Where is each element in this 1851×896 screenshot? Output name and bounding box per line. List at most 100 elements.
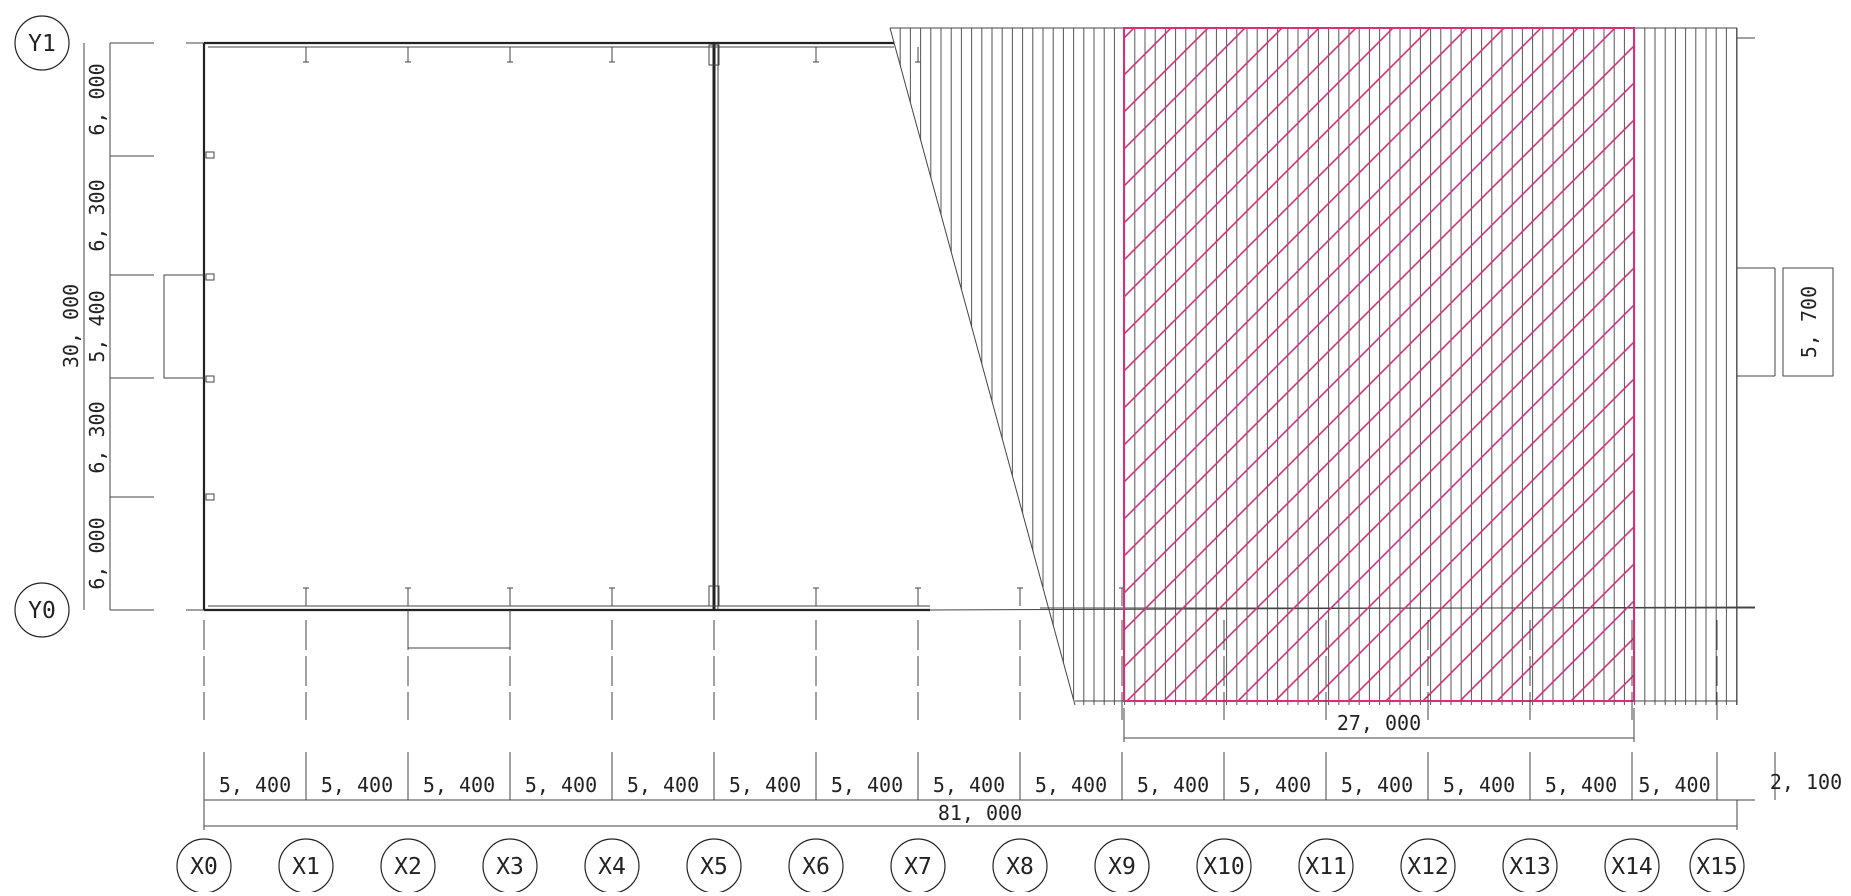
bottom-dimension-lines	[204, 708, 1755, 827]
svg-text:X1: X1	[292, 854, 320, 880]
grid-bubble-x15: X15	[1689, 838, 1745, 894]
svg-text:X10: X10	[1203, 854, 1245, 880]
pink-hatch-line	[1124, 81, 1634, 595]
grid-bubble-x2: X2	[380, 838, 436, 894]
grid-bubble-x5: X5	[686, 838, 742, 894]
pink-hatch-line	[1385, 451, 1634, 701]
pink-hatch-line	[1124, 28, 1580, 484]
pink-hatch-line	[1124, 28, 1432, 336]
bay-dimension-label: 5, 400	[1035, 773, 1107, 797]
grid-bubble-x14: X14	[1604, 838, 1660, 894]
highlighted-zone	[424, 1, 1851, 701]
svg-text:X7: X7	[904, 854, 932, 880]
bay-dimension-label: 5, 400	[219, 773, 291, 797]
building-outline	[163, 41, 1125, 649]
grid-lines-x	[203, 620, 1718, 720]
bay-dimension-label: 5, 400	[1239, 773, 1311, 797]
svg-text:Y1: Y1	[28, 31, 56, 57]
grid-bubble-y0: Y0	[14, 582, 70, 638]
grid-bubble-x6: X6	[788, 838, 844, 894]
grid-bubble-x3: X3	[482, 838, 538, 894]
pink-hatch-line	[1124, 28, 1136, 40]
svg-text:X13: X13	[1509, 854, 1551, 880]
pink-hatch-line	[1124, 28, 1210, 114]
svg-text:X15: X15	[1696, 854, 1738, 880]
right-span-dimension: 5, 700	[1797, 286, 1821, 358]
svg-text:X5: X5	[700, 854, 728, 880]
bay-dimension-label: 5, 400	[1341, 773, 1413, 797]
left-span-labels: 6, 000 6, 300 5, 400 6, 300 6, 000	[85, 63, 109, 589]
pink-hatch-line	[1237, 303, 1634, 701]
pink-hatch-line	[1274, 340, 1634, 701]
pink-hatch-line	[1124, 28, 1617, 521]
grid-bubble-x11: X11	[1298, 838, 1354, 894]
overall-depth-dimension: 30, 000	[59, 284, 83, 368]
svg-text:X2: X2	[394, 854, 422, 880]
svg-text:X11: X11	[1305, 854, 1347, 880]
pink-hatch-line	[1124, 28, 1321, 225]
grid-bubble-y1: Y1	[14, 15, 70, 71]
bay-dimension-label: 5, 400	[525, 773, 597, 797]
hatched-roof-area	[890, 28, 1737, 705]
left-span-label: 5, 400	[85, 290, 109, 362]
bay-dimension-ticks	[203, 752, 1776, 830]
svg-text:X14: X14	[1611, 854, 1653, 880]
pink-hatch-line	[1124, 155, 1634, 669]
left-span-label: 6, 300	[85, 401, 109, 473]
extra-right-dimension: 2, 100	[1770, 770, 1842, 794]
bay-dimension-label: 5, 400	[1638, 773, 1710, 797]
pink-hatch-line	[424, 1, 1124, 701]
pink-hatch-line	[1124, 28, 1358, 262]
left-dimension-lines	[83, 42, 154, 611]
grid-bubble-x0: X0	[176, 838, 232, 894]
svg-text:X0: X0	[190, 854, 218, 880]
left-span-label: 6, 000	[85, 63, 109, 135]
pink-hatch-line	[1126, 192, 1634, 701]
overall-length-dimension: 81, 000	[938, 801, 1022, 825]
bay-dimension-label: 5, 400	[1545, 773, 1617, 797]
bay-dimension-label: 5, 400	[1137, 773, 1209, 797]
pink-hatch-line	[1200, 266, 1634, 701]
grid-bubble-x12: X12	[1400, 838, 1456, 894]
pink-hatch-line	[1124, 28, 1506, 410]
pink-hatch-line	[1124, 28, 1395, 299]
svg-text:X4: X4	[598, 854, 626, 880]
svg-text:X3: X3	[496, 854, 524, 880]
grid-bubble-x8: X8	[992, 838, 1048, 894]
right-dimension-box	[1774, 267, 1834, 377]
pink-hatch-line	[1496, 562, 1634, 701]
highlight-length-dimension: 27, 000	[1337, 711, 1421, 735]
bay-dimension-labels: 5, 400 5, 400 5, 400 5, 400 5, 400 5, 400 5, 4…	[219, 773, 1711, 797]
svg-text:X6: X6	[802, 854, 830, 880]
grid-bubble-x7: X7	[890, 838, 946, 894]
grid-bubble-x9: X9	[1094, 838, 1150, 894]
pink-hatch-line	[1163, 229, 1634, 701]
pink-hatch-line	[1124, 28, 1247, 151]
pink-hatch-line	[1348, 414, 1634, 701]
left-span-label: 6, 300	[85, 179, 109, 251]
pink-hatch-line	[1422, 488, 1634, 701]
x-axis-bubbles: X0 X1 X2 X3 X4 X5 X6 X7 X8 X9 X10 X11 X12 X13 X14 X15	[176, 838, 1745, 894]
bay-dimension-label: 5, 400	[729, 773, 801, 797]
pink-hatch-line	[1124, 28, 1173, 77]
svg-text:X8: X8	[1006, 854, 1034, 880]
pink-hatch-line	[1124, 28, 1469, 373]
column-ticks-bottom	[303, 587, 1125, 606]
pink-hatch-line	[1124, 44, 1634, 558]
bay-dimension-label: 5, 400	[1443, 773, 1515, 797]
svg-text:X9: X9	[1108, 854, 1136, 880]
bay-dimension-label: 5, 400	[933, 773, 1005, 797]
grid-bubble-x1: X1	[278, 838, 334, 894]
highlighted-zone-border	[1123, 27, 1635, 702]
pink-hatch-line	[1459, 525, 1634, 701]
bay-dimension-label: 5, 400	[831, 773, 903, 797]
bay-dimension-label: 5, 400	[321, 773, 393, 797]
grid-bubble-x4: X4	[584, 838, 640, 894]
pink-hatch-line	[1682, 1, 1851, 701]
pink-hatch-line	[1124, 118, 1634, 632]
grid-bubble-x13: X13	[1502, 838, 1558, 894]
grid-bubble-x10: X10	[1196, 838, 1252, 894]
column-ticks-top	[303, 47, 921, 63]
bay-dimension-label: 5, 400	[423, 773, 495, 797]
